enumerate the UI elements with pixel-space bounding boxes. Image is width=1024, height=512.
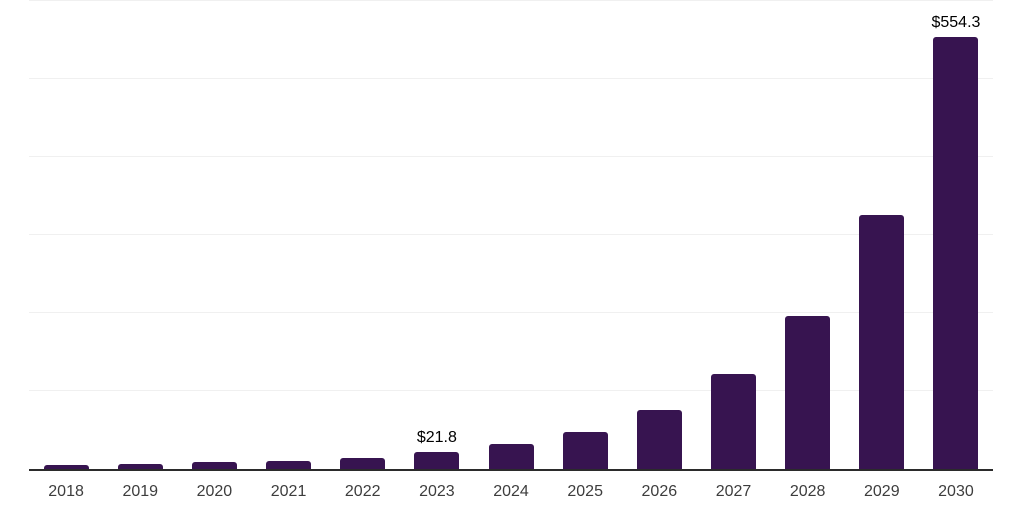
bar-2023 — [414, 452, 460, 469]
bar-2021 — [266, 460, 312, 469]
x-tick-2029: 2029 — [864, 483, 900, 500]
bar-slot-2023: $21.8 — [400, 1, 474, 469]
x-tick-2020: 2020 — [196, 483, 233, 500]
x-tick-2023: 2023 — [419, 483, 455, 500]
bar-slot-2021 — [251, 1, 325, 469]
bar-2030 — [933, 36, 979, 469]
bar-slot-2029 — [845, 1, 919, 469]
bar-slot-2030: $554.3 — [919, 1, 993, 469]
x-tick-2021: 2021 — [270, 483, 307, 500]
gridline-100 — [29, 390, 993, 392]
gridline-400 — [29, 156, 993, 158]
x-tick-2019: 2019 — [122, 483, 159, 500]
bar-slot-2025 — [548, 1, 622, 469]
value-label-2030: $554.3 — [931, 13, 981, 31]
bar-2029 — [859, 214, 905, 469]
x-tick-2018: 2018 — [48, 483, 84, 500]
plot-area: $21.8 $554.3 — [29, 0, 993, 471]
bar-slot-2018 — [29, 1, 103, 469]
bar-slot-2019 — [103, 1, 177, 469]
x-tick-2030: 2030 — [938, 483, 974, 500]
x-tick-2024: 2024 — [493, 483, 529, 500]
bar-2025 — [562, 432, 608, 469]
x-tick-2022: 2022 — [344, 483, 381, 500]
value-label-2023: $21.8 — [416, 429, 457, 446]
bar-slot-2026 — [622, 1, 696, 469]
bar-2019 — [117, 464, 163, 469]
x-tick-2028: 2028 — [789, 483, 826, 500]
x-axis-labels: 2018 2019 2020 2021 2022 2023 2024 2025 2026 2027… — [29, 483, 993, 501]
bar-2020 — [191, 461, 237, 469]
x-tick-2026: 2026 — [641, 483, 678, 500]
bar-2027 — [710, 374, 756, 469]
bar-slot-2022 — [326, 1, 400, 469]
bar-slot-2028 — [771, 1, 845, 469]
gridline-600 — [29, 0, 993, 1]
bar-2028 — [785, 315, 831, 469]
gridline-500 — [29, 78, 993, 79]
bar-2024 — [488, 443, 534, 469]
gridline-300 — [29, 234, 993, 235]
bar-slot-2020 — [177, 1, 251, 469]
bar-2022 — [340, 457, 386, 469]
gridline-200 — [29, 312, 993, 314]
bar-2018 — [43, 465, 89, 469]
bar-slot-2024 — [474, 1, 548, 469]
x-tick-2027: 2027 — [715, 483, 752, 500]
bar-2026 — [636, 410, 682, 469]
bars-container: $21.8 $554.3 — [29, 1, 993, 469]
x-tick-2025: 2025 — [567, 483, 603, 500]
bar-slot-2027 — [696, 1, 770, 469]
